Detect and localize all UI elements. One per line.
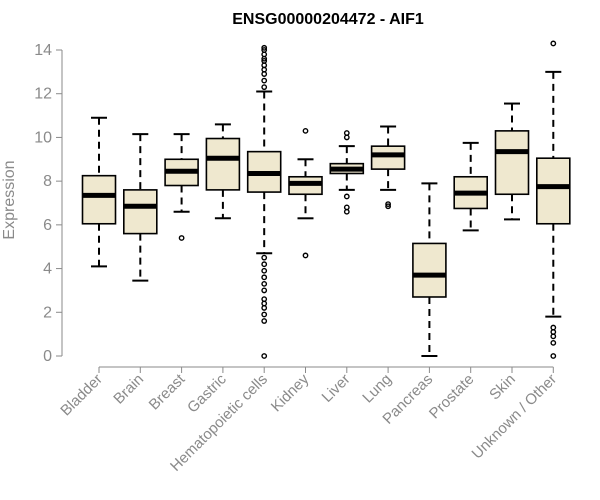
x-category-label: Liver [319, 371, 354, 406]
y-tick-label: 4 [43, 261, 52, 278]
outlier-point [302, 252, 309, 259]
outlier-point [385, 203, 391, 210]
outlier-point [261, 274, 268, 281]
iqr-box [535, 157, 571, 225]
y-tick-label: 2 [43, 304, 52, 321]
outlier-point [550, 353, 557, 359]
iqr-box [81, 174, 117, 225]
box-breast [164, 133, 199, 241]
outlier-point [261, 58, 268, 64]
outlier-point [302, 127, 309, 134]
box-lung [370, 125, 406, 210]
outlier-point [178, 235, 185, 241]
outlier-point [261, 353, 268, 359]
iqr-box [370, 145, 406, 170]
box-pancreas [412, 182, 447, 357]
x-category-label: Breast [146, 370, 189, 413]
x-category-label: Bladder [57, 371, 106, 420]
outlier-point [261, 254, 268, 261]
x-category-label: Lung [359, 371, 395, 407]
y-tick-label: 14 [34, 42, 52, 59]
iqr-box [205, 137, 241, 191]
outlier-point [550, 339, 557, 346]
outlier-point [343, 204, 350, 211]
box-prostate [453, 141, 489, 232]
outlier-point [261, 267, 268, 274]
y-axis: 0 2 4 6 8 10 12 14 [34, 42, 63, 365]
outlier-point [261, 287, 268, 294]
outlier-point [261, 261, 268, 268]
outlier-point [261, 318, 268, 324]
outlier-point [261, 296, 268, 303]
iqr-box [412, 242, 447, 298]
x-category-label: Kidney [268, 370, 313, 415]
box-bladder [81, 116, 117, 268]
box-skin [494, 102, 530, 221]
iqr-box [494, 130, 530, 196]
outlier-point [261, 280, 268, 287]
outlier-point [550, 40, 557, 47]
y-tick-label: 6 [43, 217, 52, 234]
boxes-layer [81, 40, 571, 359]
box-unknown-other [535, 40, 571, 359]
outlier-point [261, 311, 268, 318]
x-category-label: Brain [110, 371, 147, 408]
box-liver [329, 130, 365, 215]
box-kidney [288, 127, 323, 259]
outlier-point [261, 77, 268, 84]
outlier-point [261, 84, 268, 91]
box-hematopoietic-cells [246, 44, 282, 359]
y-tick-label: 8 [43, 173, 52, 190]
outlier-point [385, 201, 391, 207]
box-brain [123, 133, 158, 282]
outlier-point [261, 47, 268, 53]
outlier-point [550, 324, 557, 331]
outlier-point [261, 44, 268, 51]
y-axis-label: Expression [1, 160, 18, 239]
x-category-label: Prostate [426, 371, 478, 423]
box-gastric [205, 123, 241, 220]
x-category-label: Skin [486, 371, 519, 404]
y-tick-label: 12 [34, 86, 52, 103]
outlier-point [343, 130, 350, 136]
iqr-box [123, 189, 158, 235]
chart-title: ENSG00000204472 - AIF1 [232, 11, 424, 28]
y-tick-label: 10 [34, 129, 52, 146]
y-tick-label: 0 [43, 348, 52, 365]
outlier-point [343, 193, 350, 200]
